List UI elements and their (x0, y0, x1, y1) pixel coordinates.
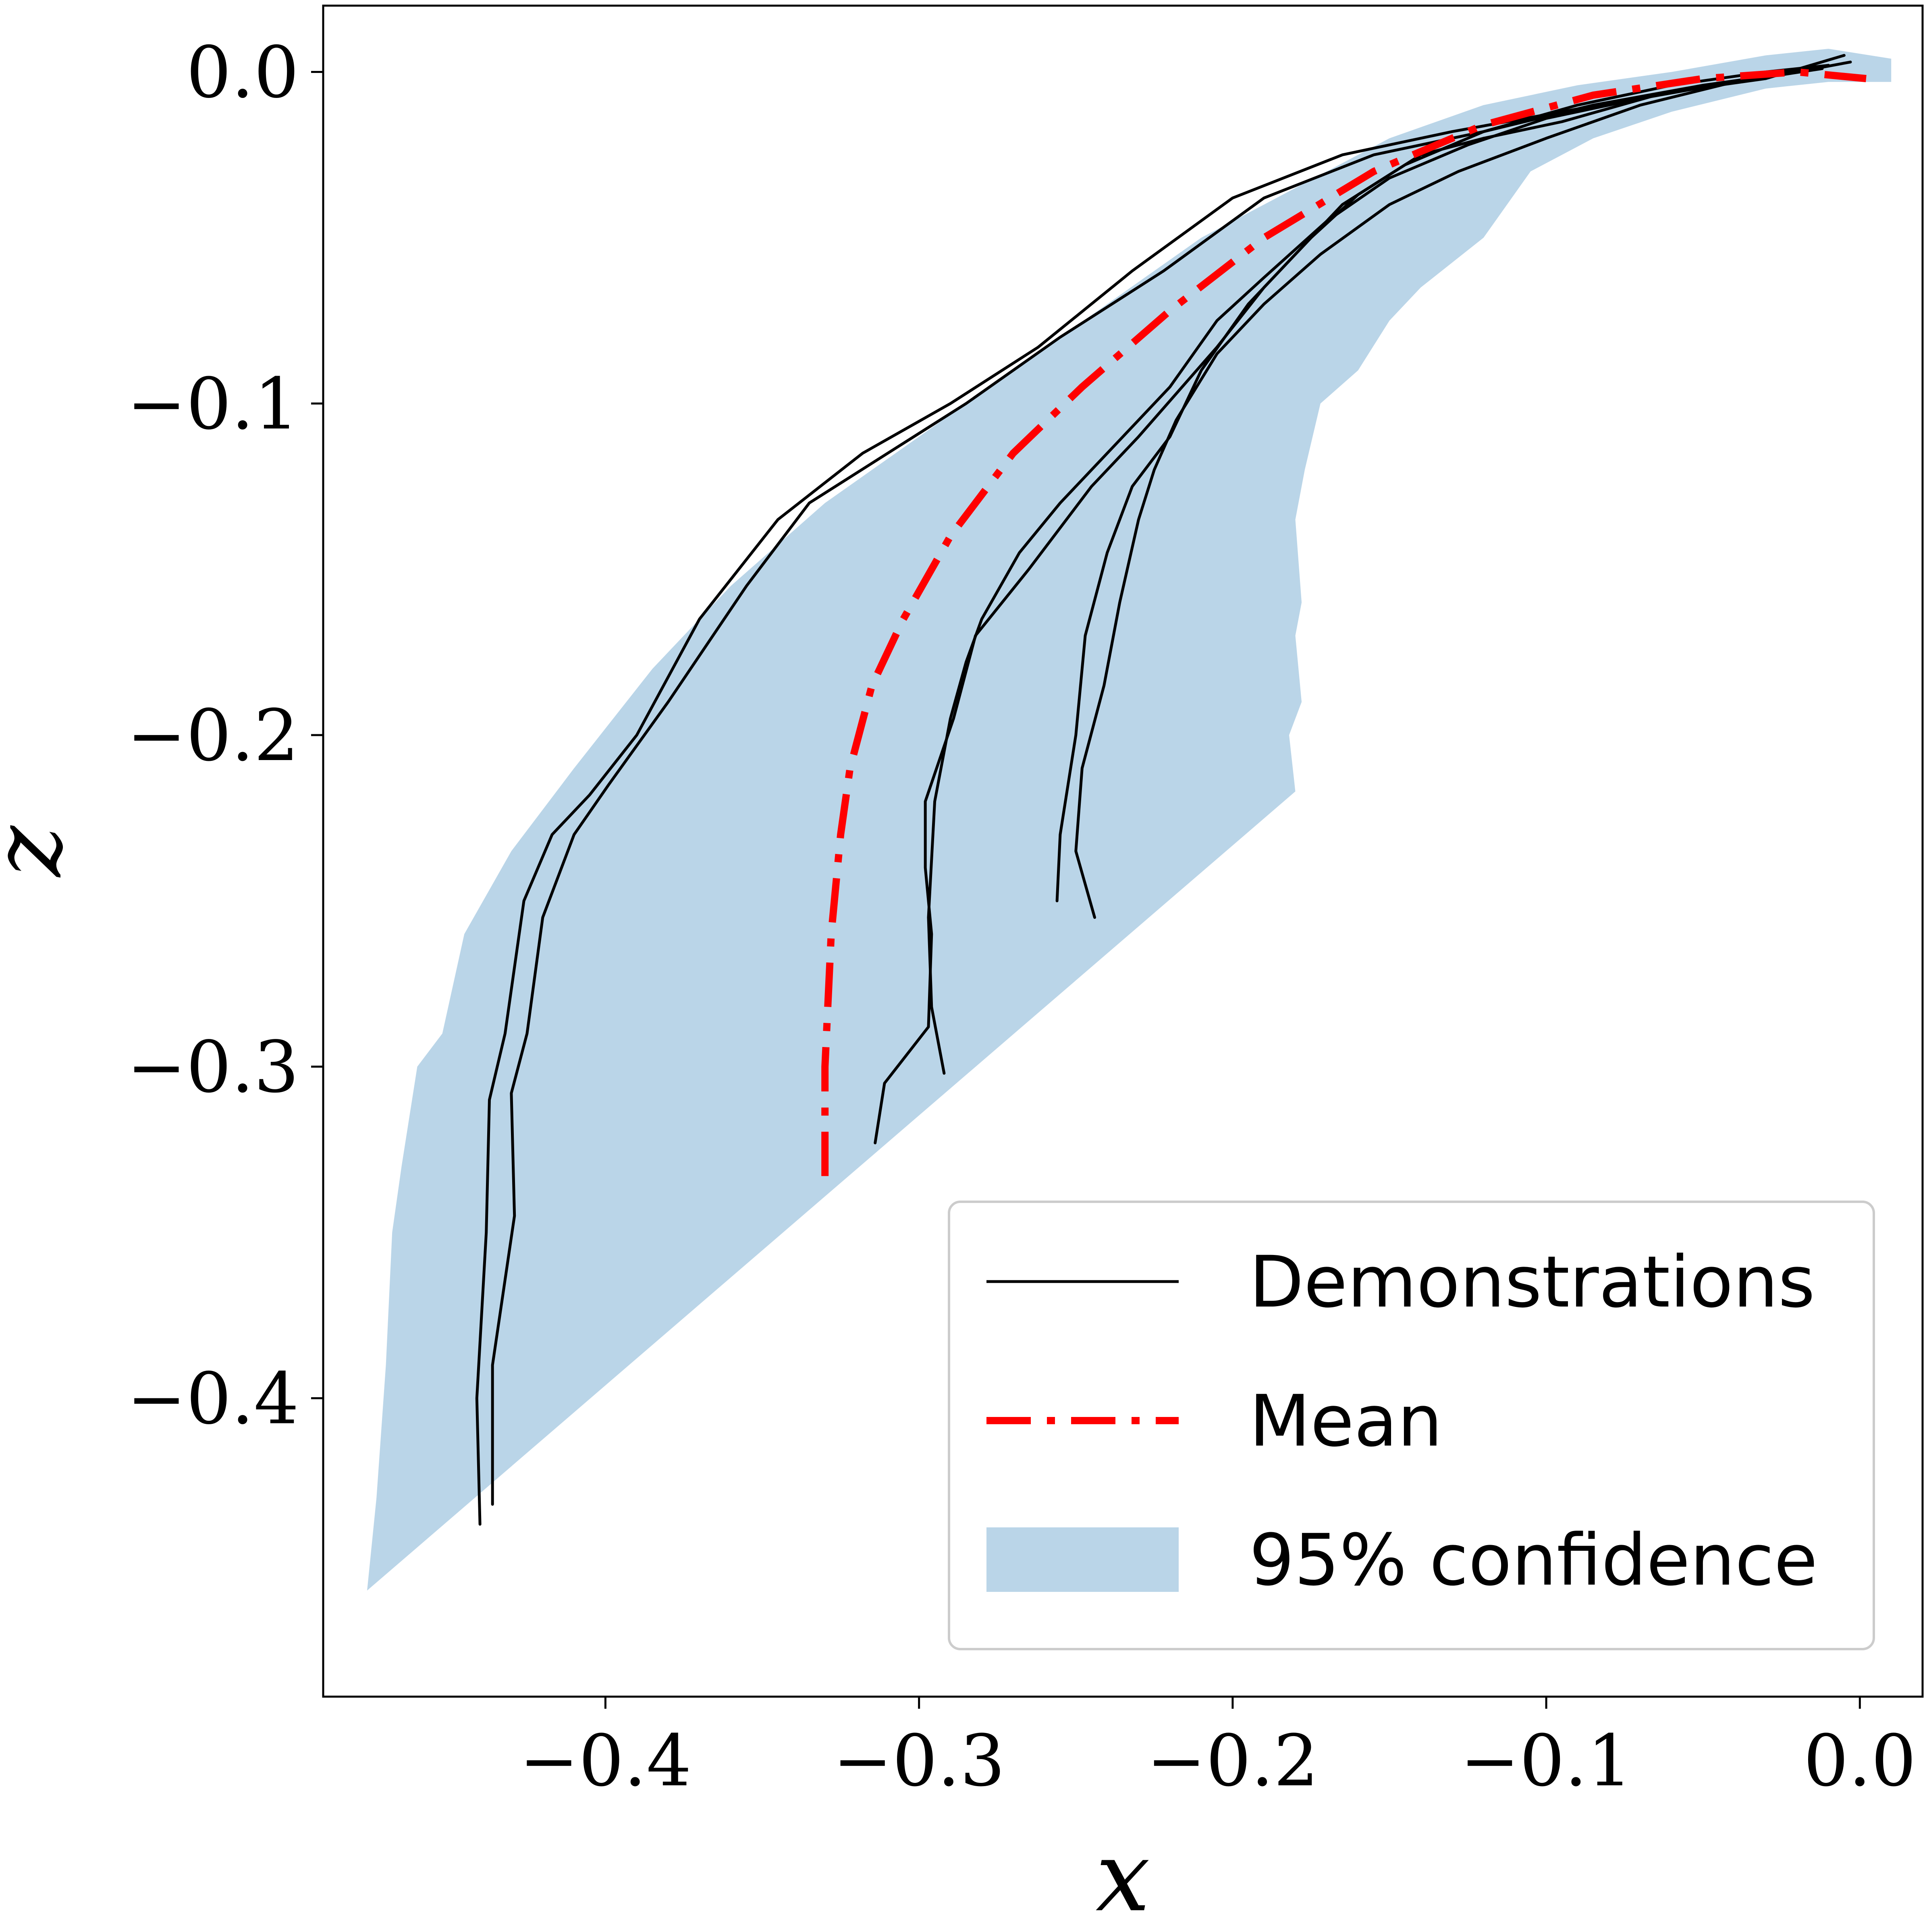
y-axis-label: z (0, 825, 83, 878)
x-tick-label: −0.1 (1460, 1720, 1632, 1802)
x-tick-label: −0.3 (833, 1720, 1005, 1802)
y-tick-label: −0.3 (127, 1026, 299, 1109)
x-tick-label: 0.0 (1803, 1720, 1916, 1802)
legend-box (948, 1201, 1875, 1650)
y-tick-label: −0.4 (127, 1358, 299, 1440)
legend-confidence-patch (986, 1527, 1179, 1592)
x-axis-label: x (1096, 1820, 1150, 1932)
mean-line (821, 68, 1867, 1176)
x-tick-label: −0.2 (1146, 1720, 1319, 1802)
legend-label: Mean (1249, 1380, 1443, 1463)
plot-area (367, 49, 1892, 1591)
axes-frame (322, 4, 1924, 1698)
y-tick-label: −0.1 (127, 363, 299, 445)
demonstration-trace-5 (1055, 64, 1830, 902)
legend-label: 95% confidence (1249, 1519, 1818, 1602)
legend: Demonstrations Mean 95% confidence (948, 1201, 1875, 1650)
x-tick-label: −0.4 (519, 1720, 691, 1802)
y-tick-label: −0.2 (127, 694, 299, 777)
legend-label: Demonstrations (1249, 1241, 1815, 1323)
demonstration-trace-2 (491, 60, 1852, 1506)
confidence-band (367, 49, 1892, 1591)
axes: −0.4 −0.3 −0.2 −0.1 0.0 0.0 −0.1 −0.2 −0.3 −0.4 x z (0, 4, 1924, 1932)
demonstration-trace-4 (927, 67, 1815, 1075)
y-tick-label: 0.0 (186, 31, 299, 114)
demonstration-trace-6 (1074, 67, 1824, 919)
